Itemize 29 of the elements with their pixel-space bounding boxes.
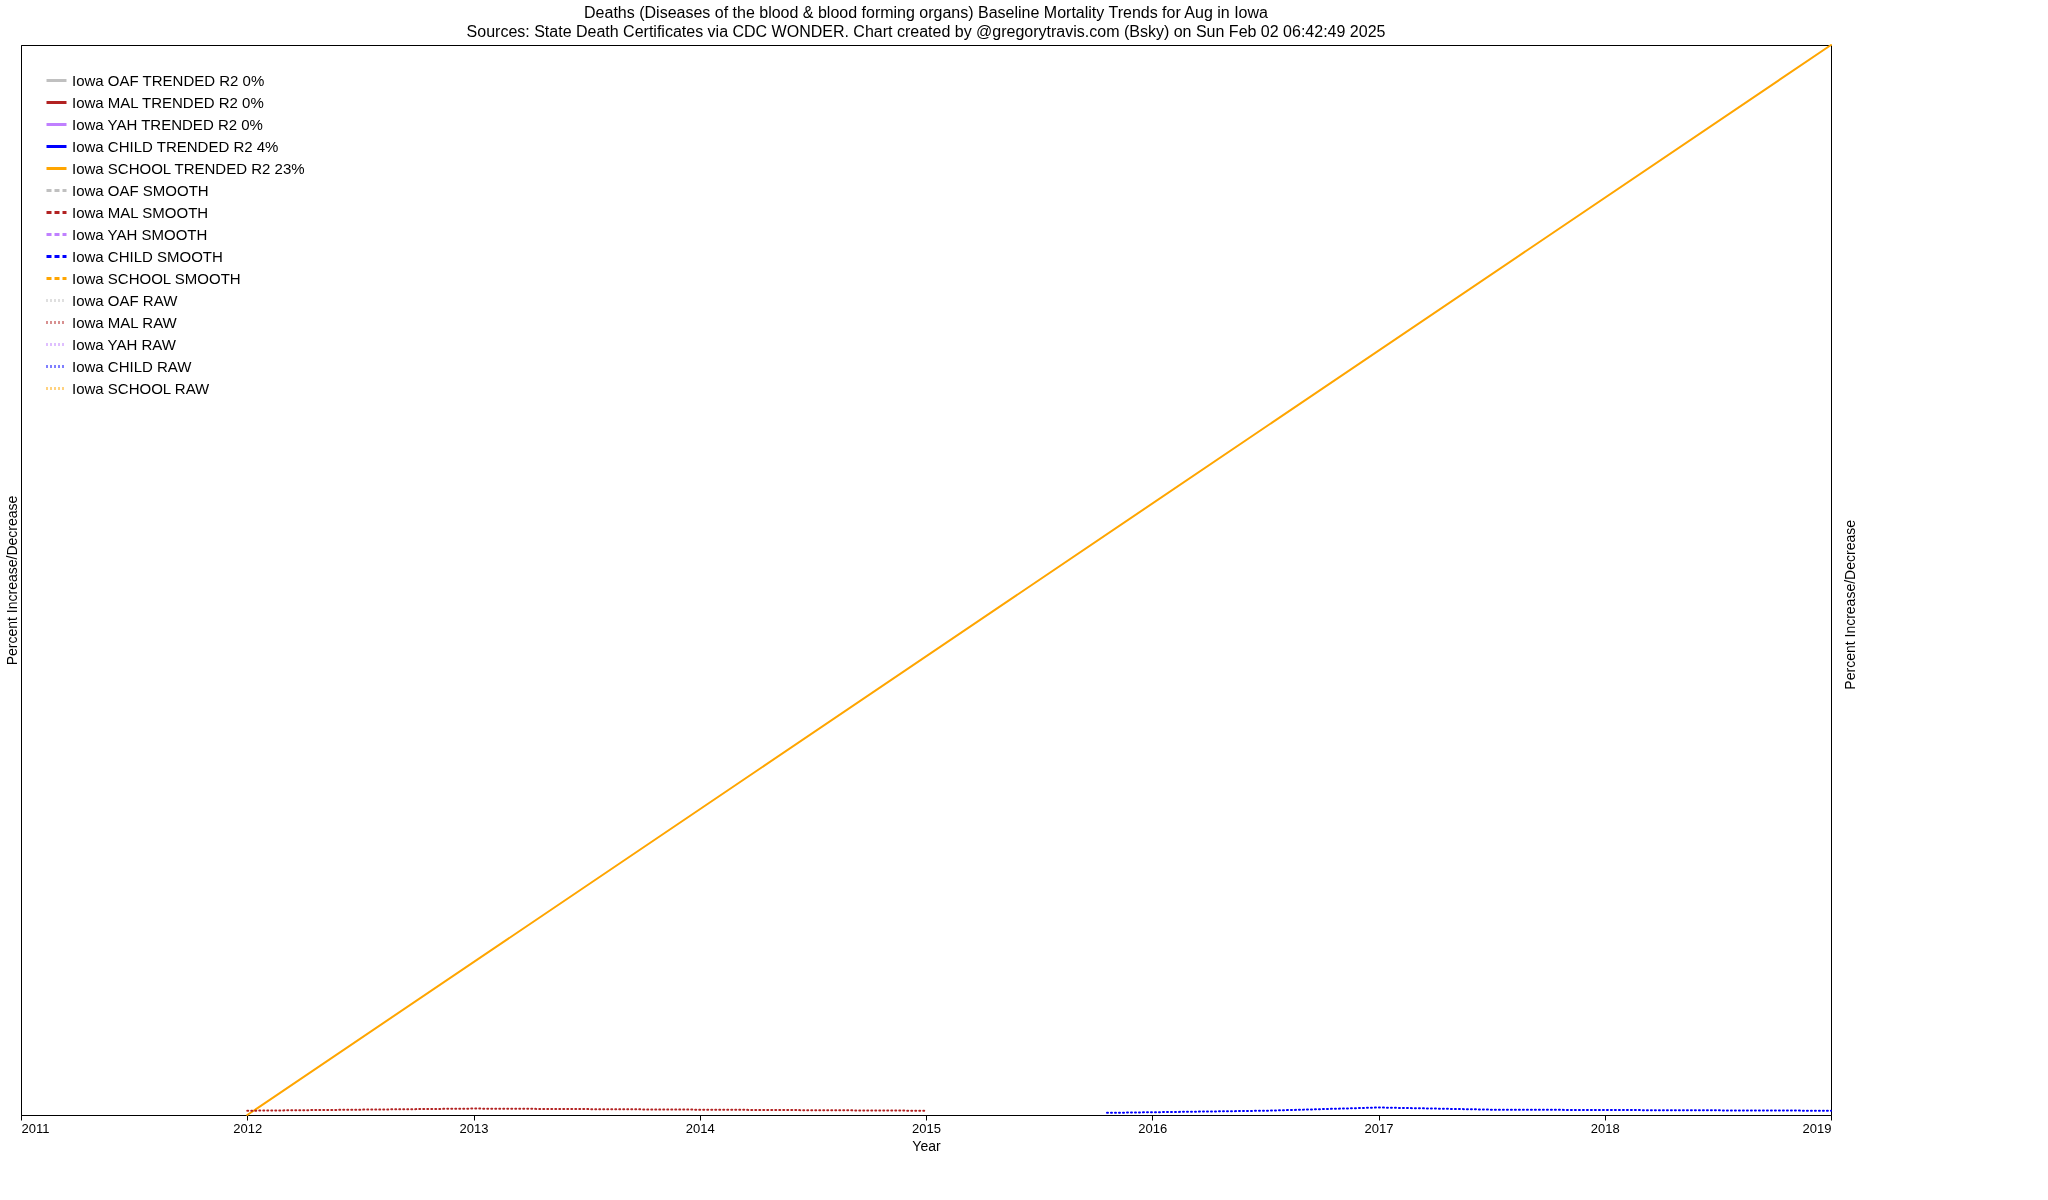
- legend-label: Iowa OAF TRENDED R2 0%: [72, 71, 265, 89]
- x-tick-label: 2015: [912, 1120, 941, 1136]
- legend-label: Iowa YAH TRENDED R2 0%: [72, 115, 263, 133]
- legend-label: Iowa SCHOOL SMOOTH: [72, 269, 241, 287]
- legend-label: Iowa YAH SMOOTH: [72, 225, 208, 243]
- legend-label: Iowa OAF RAW: [72, 291, 179, 309]
- chart-title: Deaths (Diseases of the blood & blood forming organs) Baseline Mortality Trends for Aug in Iowa: [584, 4, 1269, 21]
- legend-label: Iowa SCHOOL TRENDED R2 23%: [72, 159, 305, 177]
- x-tick-label: 2014: [685, 1120, 715, 1136]
- x-axis-title: Year: [912, 1137, 941, 1154]
- y2-axis-title: Percent Increase/Decrease: [1842, 520, 1858, 690]
- y-axis-title: Percent Increase/Decrease: [3, 495, 20, 666]
- legend-label: Iowa SCHOOL RAW: [72, 379, 211, 397]
- legend-label: Iowa OAF SMOOTH: [72, 181, 209, 199]
- x-tick-label: 2019: [1802, 1120, 1832, 1136]
- legend-label: Iowa CHILD TRENDED R2 4%: [72, 137, 279, 155]
- x-tick-label: 2012: [233, 1120, 263, 1136]
- x-tick-label: 2016: [1138, 1120, 1168, 1136]
- legend-label: Iowa CHILD RAW: [72, 357, 193, 375]
- legend-label: Iowa MAL SMOOTH: [72, 203, 209, 221]
- x-tick-label: 2017: [1364, 1120, 1394, 1136]
- legend-label: Iowa MAL TRENDED R2 0%: [72, 93, 264, 111]
- chart-subtitle: Sources: State Death Certificates via CDC WONDER. Chart created by @gregorytravis.com (Bsky) on Sun Feb 02 06:42:49 2025: [466, 23, 1386, 40]
- x-tick-label: 2011: [21, 1120, 50, 1136]
- legend-label: Iowa YAH RAW: [72, 335, 177, 353]
- x-tick-label: 2013: [459, 1120, 489, 1136]
- legend-label: Iowa MAL RAW: [72, 313, 178, 331]
- legend-label: Iowa CHILD SMOOTH: [72, 247, 223, 265]
- x-tick-label: 2018: [1590, 1120, 1620, 1136]
